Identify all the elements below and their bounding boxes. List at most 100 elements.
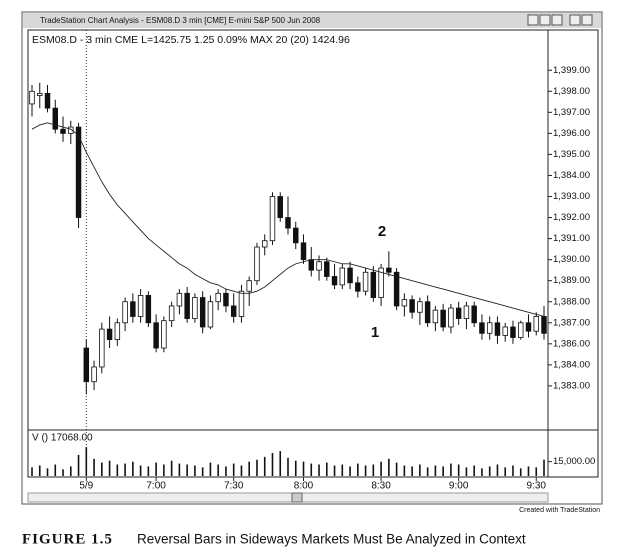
candle-body: [192, 297, 198, 319]
x-tick-label: 7:00: [146, 481, 166, 492]
candle-body: [106, 328, 113, 341]
candle-body: [68, 126, 74, 134]
candle-body: [37, 93, 43, 96]
candle-body: [455, 307, 462, 319]
candle-body: [541, 316, 547, 334]
candle-body: [176, 292, 183, 307]
candle-body: [510, 326, 516, 338]
candle-body: [91, 366, 97, 383]
candle-body: [424, 301, 431, 324]
candle-body: [75, 126, 82, 218]
x-tick-label: 5/9: [79, 481, 93, 492]
y-tick-label: 1,386.00: [553, 338, 590, 349]
candle-body: [238, 290, 245, 317]
y-tick-label: 1,390.00: [553, 254, 590, 265]
title-bar: [23, 13, 601, 28]
legend-text: ESM08.D - 3 min CME L=1425.75 1.25 0.09%…: [32, 34, 350, 46]
candle-body: [293, 227, 299, 244]
candle-body: [114, 322, 121, 341]
candle-body: [502, 326, 508, 336]
scrollbar[interactable]: [27, 492, 549, 503]
button[interactable]: [527, 14, 539, 26]
candle-body: [533, 316, 539, 332]
y-tick-label: 1,384.00: [553, 170, 590, 181]
candle-body: [168, 305, 175, 322]
scroll-thumb[interactable]: [291, 492, 303, 503]
candle-body: [246, 280, 252, 292]
candle-body: [525, 322, 532, 332]
candle-body: [29, 90, 35, 105]
volume-tick-label: 15,000.00: [553, 456, 595, 467]
chart-frame: [27, 29, 599, 478]
y-tick-label: 1,392.00: [553, 212, 590, 223]
candle-body: [479, 322, 485, 334]
candle-body: [184, 292, 190, 319]
y-tick-label: 1,387.00: [553, 317, 590, 328]
candle-body: [285, 217, 291, 229]
button[interactable]: [569, 14, 581, 26]
window: [21, 11, 603, 505]
candle-body: [463, 305, 470, 319]
candle-body: [494, 322, 501, 336]
y-tick-label: 1,399.00: [553, 65, 590, 76]
y-tick-label: 1,384.00: [553, 359, 590, 370]
x-tick-label: 9:00: [449, 481, 469, 492]
candle-body: [199, 297, 206, 328]
candle-body: [44, 93, 51, 109]
candle-body: [362, 271, 369, 292]
moving-average: [31, 122, 545, 317]
y-tick-label: 1,395.00: [553, 149, 590, 160]
candle-body: [386, 267, 392, 273]
candle-body: [401, 299, 408, 307]
candle-body: [355, 282, 361, 292]
y-tick-label: 1,389.00: [553, 275, 590, 286]
window-title: TradeStation Chart Analysis - ESM08.D 3 …: [40, 16, 321, 25]
candle-body: [130, 301, 136, 317]
candle-body: [261, 240, 268, 248]
caption-label: FIGURE 1.5: [22, 531, 113, 547]
candle-body: [223, 292, 229, 307]
candle-body: [137, 295, 144, 317]
candle-body: [486, 322, 493, 334]
candle-body: [254, 246, 260, 282]
y-tick-label: 1,397.00: [553, 107, 590, 118]
button[interactable]: [581, 14, 593, 26]
x-tick-label: 9:30: [527, 481, 547, 492]
candle-body: [269, 196, 276, 242]
y-tick-label: 1,391.00: [553, 233, 590, 244]
candle-body: [518, 322, 524, 338]
candle-body: [378, 267, 384, 298]
candle-body: [370, 271, 377, 298]
y-tick-label: 1,383.00: [553, 380, 590, 391]
caption-text: Reversal Bars in Sideways Markets Must B…: [137, 532, 526, 547]
candle-body: [122, 301, 128, 324]
window-buttons[interactable]: [527, 14, 593, 26]
y-tick-label: 1,398.00: [553, 86, 590, 97]
y-tick-label: 1,396.00: [553, 128, 590, 139]
candle-body: [393, 271, 400, 307]
y-tick-label: 1,388.00: [553, 296, 590, 307]
candle-body: [99, 328, 105, 368]
candle-body: [324, 261, 330, 277]
credit: Created with TradeStation: [519, 507, 600, 514]
candle-body: [331, 276, 338, 286]
button[interactable]: [539, 14, 551, 26]
x-tick-label: 8:00: [294, 481, 314, 492]
candle-body: [440, 309, 446, 328]
button[interactable]: [551, 14, 563, 26]
candle-body: [60, 128, 66, 134]
candle-body: [339, 267, 346, 286]
candle-body: [471, 305, 477, 324]
candle-body: [277, 196, 283, 218]
candle-body: [145, 295, 152, 324]
candle-body: [347, 267, 353, 284]
candle-body: [432, 309, 439, 324]
x-tick-label: 8:30: [371, 481, 391, 492]
candle-body: [215, 292, 221, 303]
candle-body: [316, 261, 322, 271]
candle-body: [153, 322, 159, 349]
candle-body: [417, 301, 423, 313]
candle-body: [409, 299, 415, 313]
candle-body: [207, 301, 214, 328]
